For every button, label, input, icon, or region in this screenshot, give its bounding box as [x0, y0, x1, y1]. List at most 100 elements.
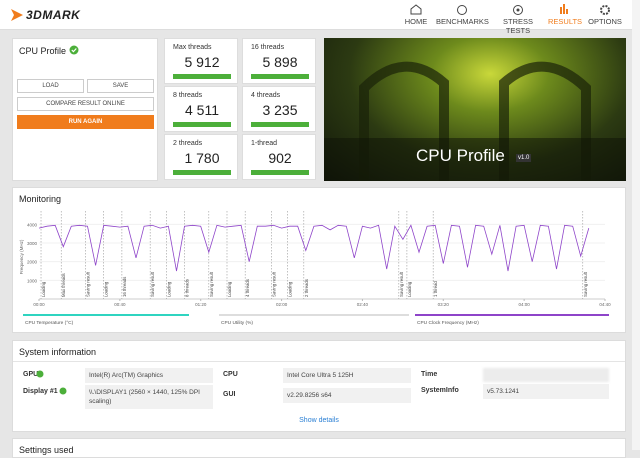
score-value: 1 780	[184, 150, 220, 166]
score-tile: 8 threads 4 511	[164, 86, 238, 132]
score-value: 5 898	[262, 54, 298, 70]
banner: CPU Profile v1.0	[324, 38, 626, 181]
x-tick-label: 00:40	[114, 302, 126, 307]
score-bar	[251, 74, 309, 79]
annotation-label: 16 threads	[122, 277, 127, 297]
banner-version: v1.0	[516, 154, 532, 162]
score-bar	[251, 170, 309, 175]
annotation-label: Max threads	[61, 273, 66, 297]
legend-swatch	[415, 314, 609, 316]
info-value: Intel Core Ultra 5 125H	[283, 368, 411, 383]
info-value: v5.73.1241	[483, 384, 609, 399]
info-label: GPU	[23, 371, 39, 378]
check-icon	[36, 370, 44, 378]
header: 3DMARK HOME BENCHMARKS STRESS TESTS RESU…	[0, 0, 632, 35]
score-bar	[173, 74, 231, 79]
legend-swatch	[23, 314, 189, 316]
annotation-label: Loading	[407, 281, 412, 297]
score-value: 5 912	[184, 54, 220, 70]
compare-button[interactable]: COMPARE RESULT ONLINE	[17, 97, 154, 111]
score-tile: 4 threads 3 235	[242, 86, 316, 132]
check-icon	[59, 387, 67, 395]
info-label: Time	[421, 371, 438, 378]
y-tick-label: 2000	[27, 260, 38, 265]
score-bar	[173, 170, 231, 175]
annotation-label: Loading	[288, 281, 293, 297]
divider	[13, 361, 625, 362]
save-button[interactable]: SAVE	[87, 79, 154, 93]
score-tile: 2 threads 1 780	[164, 134, 238, 180]
nav-item[interactable]: HOME	[404, 17, 428, 26]
monitoring-chart: 1000 2000 3000 4000 Frequency (MHz) 00:00 00:4…	[19, 211, 611, 326]
nav-item[interactable]: BENCHMARKS	[436, 17, 489, 26]
score-label: 1-thread	[251, 140, 278, 147]
cpu-profile-panel: CPU Profile LOAD SAVE COMPARE RESULT ONL…	[12, 38, 158, 181]
annotation-label: Saving result	[85, 271, 90, 297]
banner-title: CPU Profile	[416, 146, 505, 165]
logo-icon	[11, 9, 23, 21]
legend-label: CPU Utility (%)	[221, 320, 253, 326]
scrollbar[interactable]	[632, 0, 640, 450]
nav-icons	[410, 4, 610, 15]
x-tick-label: 01:20	[195, 302, 207, 307]
nav-item[interactable]: OPTIONS	[588, 17, 622, 26]
score-value: 4 511	[185, 102, 219, 118]
score-label: 16 threads	[251, 44, 285, 51]
panel-title: Settings used	[19, 445, 74, 455]
annotation-label: Saving result	[583, 271, 588, 297]
annotation-label: 1 thread	[433, 281, 438, 297]
score-value: 902	[268, 150, 292, 166]
info-value: Intel(R) Arc(TM) Graphics	[85, 368, 213, 383]
x-tick-label: 02:00	[276, 302, 288, 307]
y-tick-label: 4000	[27, 222, 38, 227]
y-tick-label: 1000	[27, 278, 38, 283]
logo: 3DMARK	[26, 8, 81, 22]
annotation-label: Loading	[227, 281, 232, 297]
settings-panel: Settings used	[12, 438, 626, 458]
score-label: 4 threads	[251, 92, 281, 99]
info-label: SystemInfo	[421, 387, 459, 394]
score-tile: 16 threads 5 898	[242, 38, 316, 84]
annotation-label: Saving result	[150, 271, 155, 297]
info-label: Display #1	[23, 388, 58, 395]
score-tile: 1-thread 902	[242, 134, 316, 180]
annotation-label: Loading	[166, 281, 171, 297]
score-value: 3 235	[262, 102, 298, 118]
annotation-label: Loading	[104, 281, 109, 297]
series-line	[38, 224, 590, 272]
nav-item[interactable]: STRESS TESTS	[502, 17, 533, 35]
legend-swatch	[219, 314, 409, 316]
panel-title: CPU Profile	[19, 46, 67, 56]
x-tick-label: 04:00	[519, 302, 531, 307]
annotation-label: 4 threads	[245, 279, 250, 297]
info-label: GUI	[223, 391, 236, 398]
info-value: \\.\DISPLAY1 (2560 × 1440, 125% DPI scal…	[85, 385, 213, 409]
show-details-link[interactable]: Show details	[299, 417, 339, 424]
run-button[interactable]: RUN AGAIN	[17, 115, 154, 129]
legend-label: CPU Clock Frequency (MHz)	[417, 320, 479, 326]
y-tick-label: 3000	[27, 241, 38, 246]
panel-title: Monitoring	[19, 194, 62, 204]
x-tick-label: 04:40	[599, 302, 611, 307]
score-bar	[173, 122, 231, 127]
score-bar	[251, 122, 309, 127]
x-tick-label: 00:00	[33, 302, 45, 307]
annotation-label: Saving result	[271, 271, 276, 297]
score-tile: Max threads 5 912	[164, 38, 238, 84]
score-label: 2 threads	[173, 140, 203, 147]
x-tick-label: 02:40	[357, 302, 369, 307]
monitoring-panel: Monitoring 1000 2000 3000 4000 Frequency (MH…	[12, 187, 626, 333]
y-axis-label: Frequency (MHz)	[19, 239, 24, 274]
annotation-label: 2 threads	[304, 279, 309, 297]
panel-title: System information	[19, 347, 97, 357]
system-info-panel: System information GPU Intel(R) Arc(TM) …	[12, 340, 626, 432]
nav-item[interactable]: RESULTS	[548, 17, 583, 26]
blurred-value	[483, 368, 609, 382]
load-button[interactable]: LOAD	[17, 79, 84, 93]
info-value: v2.29.8256 s64	[283, 388, 411, 403]
annotation-label: Loading	[41, 281, 46, 297]
info-label: CPU	[223, 371, 238, 378]
annotation-label: Saving result	[209, 271, 214, 297]
check-icon	[69, 45, 79, 55]
